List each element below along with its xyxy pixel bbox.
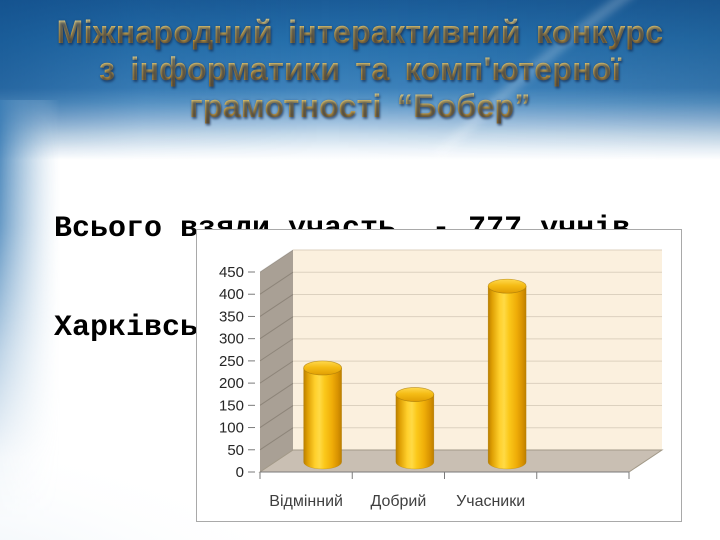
chart-category-labels: Відмінний Добрий Учасники bbox=[269, 493, 525, 510]
y-tick-label: 450 bbox=[219, 264, 244, 281]
y-tick-label: 400 bbox=[219, 286, 244, 303]
y-tick-label: 200 bbox=[219, 375, 244, 392]
y-tick-label: 50 bbox=[227, 442, 244, 459]
bar-Відмінний bbox=[303, 360, 342, 470]
y-tick-label: 300 bbox=[219, 331, 244, 348]
chart-walls bbox=[258, 249, 664, 473]
chart-gridlines bbox=[293, 249, 662, 429]
chart-canvas: 0 50 100 150 200 250 300 350 400 450 Відмінний Добр… bbox=[219, 249, 664, 510]
bar-Учасники bbox=[487, 278, 527, 470]
chart-y-axis-labels: 0 50 100 150 200 250 300 350 400 450 bbox=[219, 264, 255, 481]
back-wall bbox=[293, 250, 662, 450]
category-label: Відмінний bbox=[269, 493, 343, 510]
slide-title: Міжнародний інтерактивний конкурс з інфо… bbox=[0, 14, 720, 125]
y-tick-label: 0 bbox=[236, 464, 244, 481]
category-label: Учасники bbox=[456, 493, 525, 510]
y-tick-label: 150 bbox=[219, 397, 244, 414]
side-wall bbox=[260, 250, 293, 472]
y-tick-label: 100 bbox=[219, 420, 244, 437]
title-line-1: Міжнародний інтерактивний конкурс bbox=[0, 14, 720, 51]
y-tick-label: 350 bbox=[219, 308, 244, 325]
chart-axes bbox=[259, 471, 630, 479]
y-tick-label: 250 bbox=[219, 353, 244, 370]
title-line-3: грамотності “Бобер” bbox=[0, 88, 720, 125]
chart-bars bbox=[303, 278, 527, 470]
bar-Добрий bbox=[395, 387, 435, 470]
title-line-2: з інформатики та комп'ютерної bbox=[0, 51, 720, 88]
category-label: Добрий bbox=[370, 493, 426, 510]
decorative-streak-core bbox=[434, 0, 624, 160]
top-band-shading bbox=[0, 0, 720, 160]
results-bar-chart: 0 50 100 150 200 250 300 350 400 450 Відмінний Добр… bbox=[196, 229, 682, 522]
